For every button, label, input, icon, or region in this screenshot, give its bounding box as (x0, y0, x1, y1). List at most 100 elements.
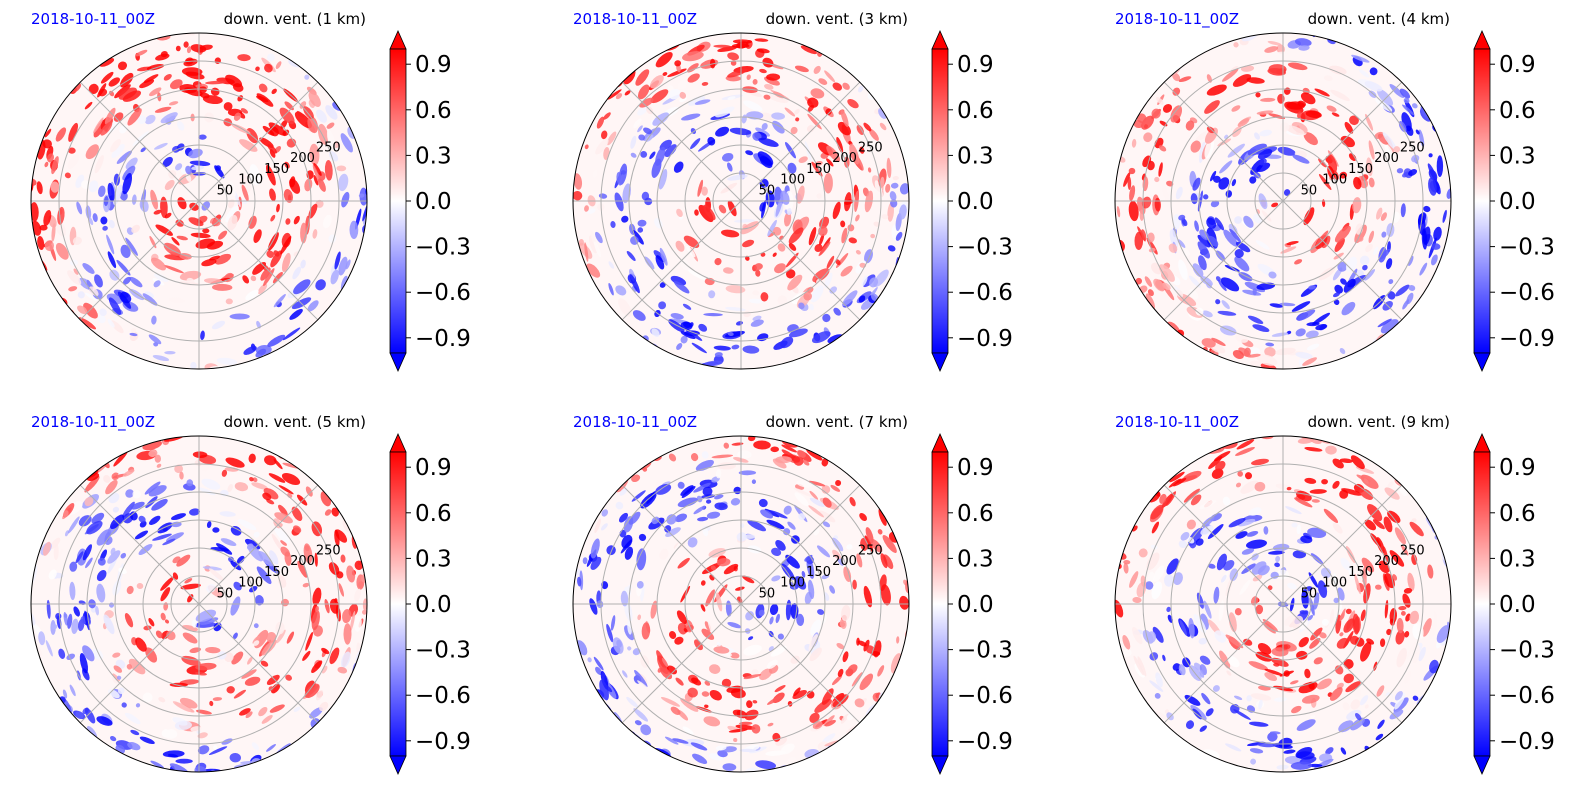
colorbar: 0.90.60.30.0−0.3−0.6−0.9 (390, 434, 471, 774)
colorbar-extend-max (1474, 434, 1490, 452)
radial-tick-label: 200 (290, 554, 315, 569)
colorbar-tick-label: 0.3 (1499, 143, 1536, 169)
panel-title: down. vent. (4 km) (1308, 10, 1450, 28)
colorbar-tick-label: 0.3 (957, 546, 994, 572)
radial-tick-label: 200 (832, 151, 857, 166)
colorbar-tick-label: −0.9 (1499, 729, 1555, 755)
field-blob (343, 623, 351, 645)
radial-tick-label: 250 (1400, 140, 1425, 155)
colorbar-extend-min (932, 353, 948, 371)
panel-title: down. vent. (1 km) (224, 10, 366, 28)
radial-tick-label: 100 (780, 173, 805, 188)
colorbar-scale (390, 452, 406, 756)
field-blob (701, 186, 708, 195)
colorbar-tick-label: 0.0 (1499, 592, 1536, 618)
colorbar-extend-min (1474, 756, 1490, 774)
radial-tick-label: 50 (759, 183, 776, 198)
colorbar-tick-label: −0.6 (415, 280, 471, 306)
panel-title: down. vent. (3 km) (766, 10, 908, 28)
colorbar-tick-label: −0.3 (957, 235, 1013, 261)
colorbar-extend-max (390, 434, 406, 452)
colorbar-scale (390, 49, 406, 353)
radial-tick-label: 250 (858, 543, 883, 558)
colorbar-tick-label: −0.3 (415, 235, 471, 261)
colorbar: 0.90.60.30.0−0.3−0.6−0.9 (390, 31, 471, 371)
panel-2: 2018-10-11_00Z down. vent. (3 km)50100150… (572, 10, 1013, 373)
colorbar: 0.9 0.6 0.3 0.0 −0.3 −0.6 −0.9 (1474, 434, 1555, 774)
colorbar-scale (1474, 452, 1490, 756)
colorbar-tick-label: 0.3 (957, 143, 994, 169)
radial-tick-label: 50 (217, 183, 234, 198)
colorbar-scale (1474, 49, 1490, 353)
radial-tick-label: 50 (1301, 183, 1318, 198)
colorbar: 0.90.60.30.0−0.3−0.6−0.9 (932, 31, 1013, 371)
colorbar-extend-min (1474, 353, 1490, 371)
panel-date-label: 2018-10-11_00Z (31, 10, 155, 29)
colorbar-tick-label: 0.6 (1499, 98, 1536, 124)
radial-tick-label: 100 (1322, 576, 1347, 591)
colorbar-tick-label: −0.6 (1499, 683, 1555, 709)
panel-3: 2018-10-11_00Z down. vent. (4 km)50100150… (1114, 10, 1555, 378)
radial-tick-label: 150 (1348, 565, 1373, 580)
radial-tick-label: 150 (806, 565, 831, 580)
panel-title: down. vent. (7 km) (766, 413, 908, 431)
field-blob (579, 239, 584, 246)
colorbar-scale (932, 452, 948, 756)
colorbar-tick-label: 0.0 (415, 592, 452, 618)
panel-1: 2018-10-11_00Z down. vent. (1 km) 50 100150… (23, 10, 471, 377)
radial-tick-label: 50 (1301, 586, 1318, 601)
panel-title: down. vent. (9 km) (1308, 413, 1450, 431)
colorbar-tick-label: 0.0 (1499, 189, 1536, 215)
panel-4: 2018-10-11_00Z down. vent. (5 km)50100150… (26, 413, 471, 777)
colorbar-tick-label: 0.6 (415, 98, 452, 124)
field-blob (712, 368, 726, 373)
colorbar-tick-label: 0.9 (1499, 52, 1536, 78)
radial-tick-label: 200 (290, 151, 315, 166)
colorbar-extend-max (932, 434, 948, 452)
colorbar-tick-label: 0.9 (957, 52, 994, 78)
radial-tick-label: 250 (316, 140, 341, 155)
radial-tick-label: 100 (780, 576, 805, 591)
colorbar-tick-label: −0.3 (1499, 638, 1555, 664)
colorbar-extend-min (932, 756, 948, 774)
panel-date-label: 2018-10-11_00Z (1115, 10, 1239, 29)
panel-date-label: 2018-10-11_00Z (573, 413, 697, 432)
colorbar-tick-label: 0.3 (415, 143, 452, 169)
colorbar-tick-label: −0.9 (957, 729, 1013, 755)
colorbar-tick-label: 0.0 (957, 189, 994, 215)
field-blob (175, 759, 192, 764)
colorbar-extend-max (932, 31, 948, 49)
colorbar-tick-label: 0.6 (1499, 501, 1536, 527)
radial-tick-label: 200 (832, 554, 857, 569)
colorbar-tick-label: −0.3 (1499, 235, 1555, 261)
colorbar-tick-label: −0.3 (957, 638, 1013, 664)
radial-tick-label: 200 (1374, 151, 1399, 166)
radial-tick-label: 250 (1400, 543, 1425, 558)
colorbar-tick-label: −0.9 (415, 729, 471, 755)
radial-tick-label: 100 (238, 173, 263, 188)
colorbar-tick-label: 0.6 (957, 501, 994, 527)
radial-tick-label: 50 (217, 586, 234, 601)
colorbar-tick-label: 0.9 (1499, 455, 1536, 481)
radial-tick-label: 150 (264, 162, 289, 177)
radial-tick-label: 250 (858, 140, 883, 155)
colorbar-tick-label: 0.0 (415, 189, 452, 215)
colorbar-tick-label: 0.6 (415, 501, 452, 527)
radial-tick-label: 200 (1374, 554, 1399, 569)
panel-title: down. vent. (5 km) (224, 413, 366, 431)
field-blob (336, 571, 343, 578)
radial-tick-label: 250 (316, 543, 341, 558)
colorbar-tick-label: 0.3 (1499, 546, 1536, 572)
radial-tick-label: 150 (1348, 162, 1373, 177)
colorbar-tick-label: 0.9 (415, 52, 452, 78)
colorbar-extend-max (390, 31, 406, 49)
colorbar-tick-label: 0.3 (415, 546, 452, 572)
figure: 2018-10-11_00Z down. vent. (1 km)50100150… (0, 0, 1583, 809)
radial-tick-label: 100 (238, 576, 263, 591)
panel-date-label: 2018-10-11_00Z (573, 10, 697, 29)
colorbar-tick-label: −0.6 (957, 683, 1013, 709)
colorbar-tick-label: 0.6 (957, 98, 994, 124)
field-blob (1321, 479, 1328, 484)
colorbar-tick-label: 0.9 (415, 455, 452, 481)
colorbar-tick-label: −0.9 (957, 326, 1013, 352)
